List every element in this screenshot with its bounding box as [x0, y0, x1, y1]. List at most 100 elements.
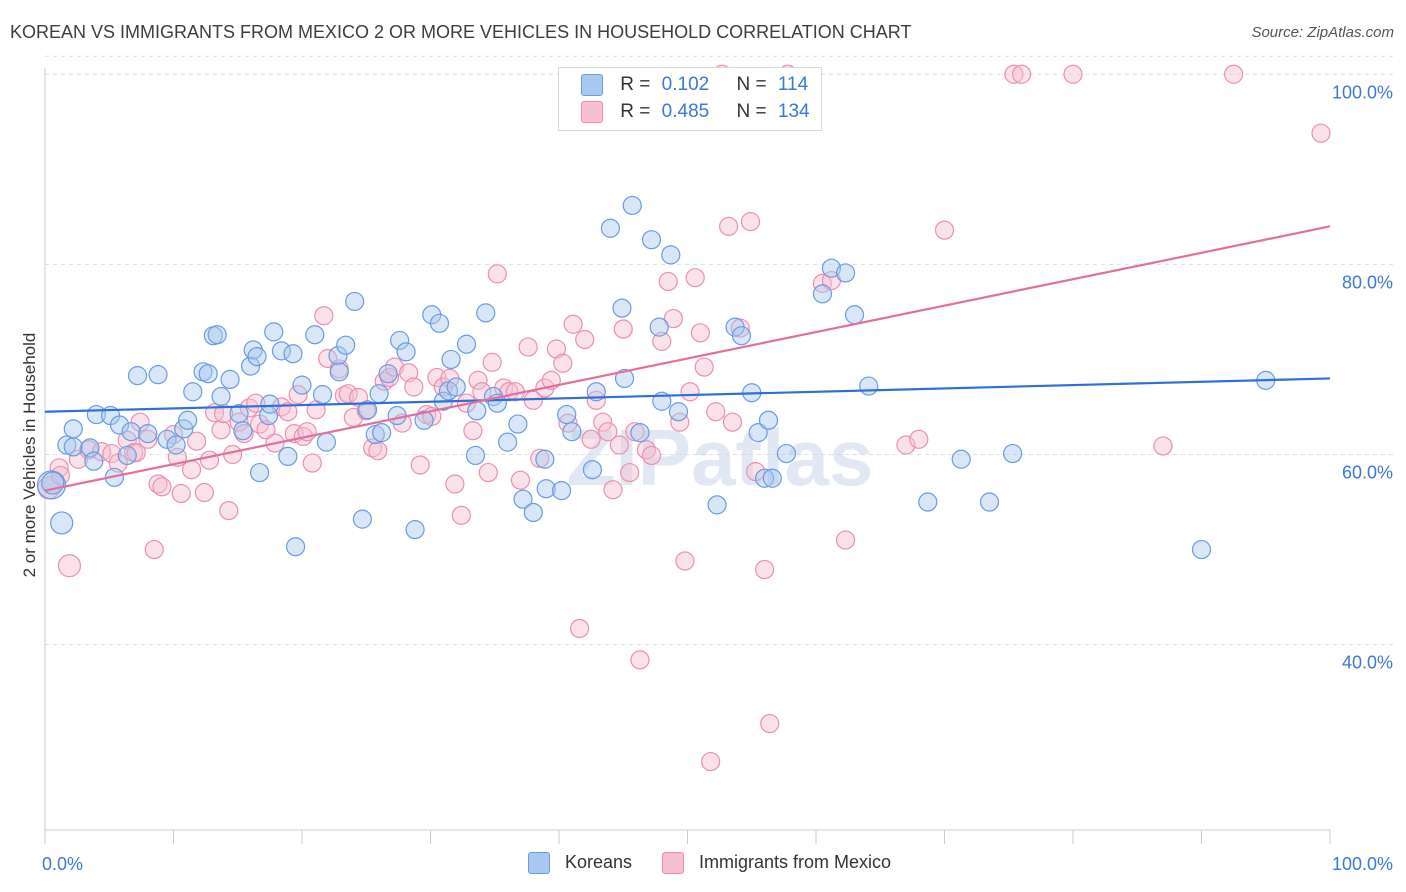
- legend-n-label: N =: [736, 101, 767, 123]
- point-koreans: [387, 405, 407, 426]
- point-koreans: [148, 365, 168, 385]
- point-immigrants-from-mexico: [1153, 436, 1173, 456]
- point-koreans: [63, 419, 83, 439]
- point-koreans: [748, 423, 768, 443]
- point-koreans: [260, 394, 280, 414]
- bottom-legend-swatch-koreans: [528, 852, 550, 875]
- y-tick-label: 100.0%: [1332, 82, 1393, 102]
- point-koreans: [582, 460, 603, 480]
- bottom-legend-label-koreans: Koreans: [565, 852, 633, 872]
- point-immigrants-from-mexico: [694, 357, 714, 377]
- x-tick-label: 0.0%: [42, 854, 83, 874]
- point-immigrants-from-mexico: [288, 385, 308, 405]
- point-immigrants-from-mexico: [613, 319, 633, 339]
- point-koreans: [166, 435, 186, 455]
- series-koreans: [36, 195, 1276, 560]
- point-immigrants-from-mexico: [754, 559, 775, 580]
- point-koreans: [241, 356, 261, 376]
- point-koreans: [183, 382, 203, 402]
- point-koreans: [844, 305, 865, 325]
- point-koreans: [278, 446, 298, 467]
- point-immigrants-from-mexico: [670, 412, 690, 432]
- point-koreans: [754, 468, 775, 488]
- point-immigrants-from-mexico: [598, 422, 618, 442]
- y-tick-label: 40.0%: [1342, 653, 1393, 673]
- point-koreans: [536, 479, 556, 499]
- point-koreans: [551, 481, 572, 501]
- legend-n-value: 114: [777, 74, 809, 96]
- point-koreans: [312, 385, 333, 405]
- legend-r-value: 0.485: [661, 101, 710, 123]
- point-koreans: [211, 386, 231, 407]
- legend-n-label: N =: [736, 74, 767, 96]
- point-koreans: [121, 422, 141, 442]
- point-immigrants-from-mexico: [1311, 123, 1331, 143]
- point-koreans: [178, 410, 198, 430]
- point-koreans: [264, 322, 284, 342]
- point-immigrants-from-mexico: [487, 264, 507, 284]
- point-koreans: [249, 462, 270, 483]
- point-koreans: [859, 376, 879, 396]
- point-immigrants-from-mexico: [652, 331, 672, 351]
- legend-swatch-immigrants-from-mexico: [581, 101, 603, 123]
- point-immigrants-from-mexico: [593, 412, 613, 432]
- point-immigrants-from-mexico: [1224, 64, 1244, 84]
- point-koreans: [283, 344, 303, 364]
- point-koreans: [285, 537, 306, 557]
- point-immigrants-from-mexico: [219, 500, 239, 521]
- point-koreans: [109, 415, 130, 435]
- point-immigrants-from-mexico: [1063, 64, 1083, 84]
- point-immigrants-from-mexico: [934, 220, 955, 240]
- point-koreans: [649, 317, 669, 337]
- point-koreans: [345, 291, 365, 312]
- point-koreans: [758, 410, 779, 430]
- point-immigrants-from-mexico: [478, 462, 498, 483]
- point-koreans: [369, 384, 389, 404]
- point-koreans: [357, 400, 378, 420]
- y-tick-label: 80.0%: [1342, 272, 1393, 292]
- point-koreans: [835, 263, 856, 283]
- gridlines: [45, 55, 1393, 646]
- point-koreans: [305, 325, 325, 345]
- point-koreans: [405, 520, 425, 540]
- point-koreans: [535, 449, 555, 469]
- point-immigrants-from-mexico: [144, 539, 164, 560]
- point-immigrants-from-mexico: [482, 352, 502, 372]
- legend-r-label: R =: [620, 74, 651, 96]
- point-immigrants-from-mexico: [609, 435, 629, 455]
- point-immigrants-from-mexico: [451, 505, 471, 525]
- bottom-legend-koreans: Koreans: [528, 852, 632, 878]
- axes: [44, 68, 1331, 844]
- point-koreans: [138, 423, 158, 444]
- point-koreans: [117, 445, 137, 466]
- point-immigrants-from-mexico: [187, 431, 207, 451]
- point-koreans: [467, 401, 487, 421]
- legend-r-value: 0.102: [661, 74, 710, 96]
- point-immigrants-from-mexico: [663, 308, 683, 329]
- point-koreans: [207, 325, 227, 345]
- point-koreans: [441, 349, 461, 370]
- point-immigrants-from-mexico: [138, 429, 158, 449]
- point-koreans: [336, 335, 356, 355]
- point-immigrants-from-mexico: [445, 474, 465, 494]
- point-koreans: [352, 509, 372, 529]
- point-immigrants-from-mexico: [546, 339, 567, 359]
- point-immigrants-from-mexico: [603, 480, 623, 500]
- chart-title: KOREAN VS IMMIGRANTS FROM MEXICO 2 OR MO…: [10, 22, 912, 42]
- point-koreans: [220, 369, 240, 390]
- point-koreans: [600, 218, 621, 238]
- point-immigrants-from-mexico: [102, 443, 122, 464]
- x-tick-label: 100.0%: [1332, 854, 1393, 874]
- bottom-legend-immigrants-from-mexico: Immigrants from Mexico: [662, 852, 891, 878]
- point-immigrants-from-mexico: [57, 554, 82, 578]
- point-immigrants-from-mexico: [211, 420, 231, 440]
- point-koreans: [390, 330, 410, 351]
- point-immigrants-from-mexico: [835, 530, 856, 550]
- point-immigrants-from-mexico: [690, 323, 710, 343]
- point-immigrants-from-mexico: [563, 314, 583, 334]
- trend-line-koreans: [44, 377, 1331, 413]
- point-koreans: [523, 502, 543, 523]
- point-immigrants-from-mexico: [410, 455, 430, 475]
- point-koreans: [622, 195, 642, 216]
